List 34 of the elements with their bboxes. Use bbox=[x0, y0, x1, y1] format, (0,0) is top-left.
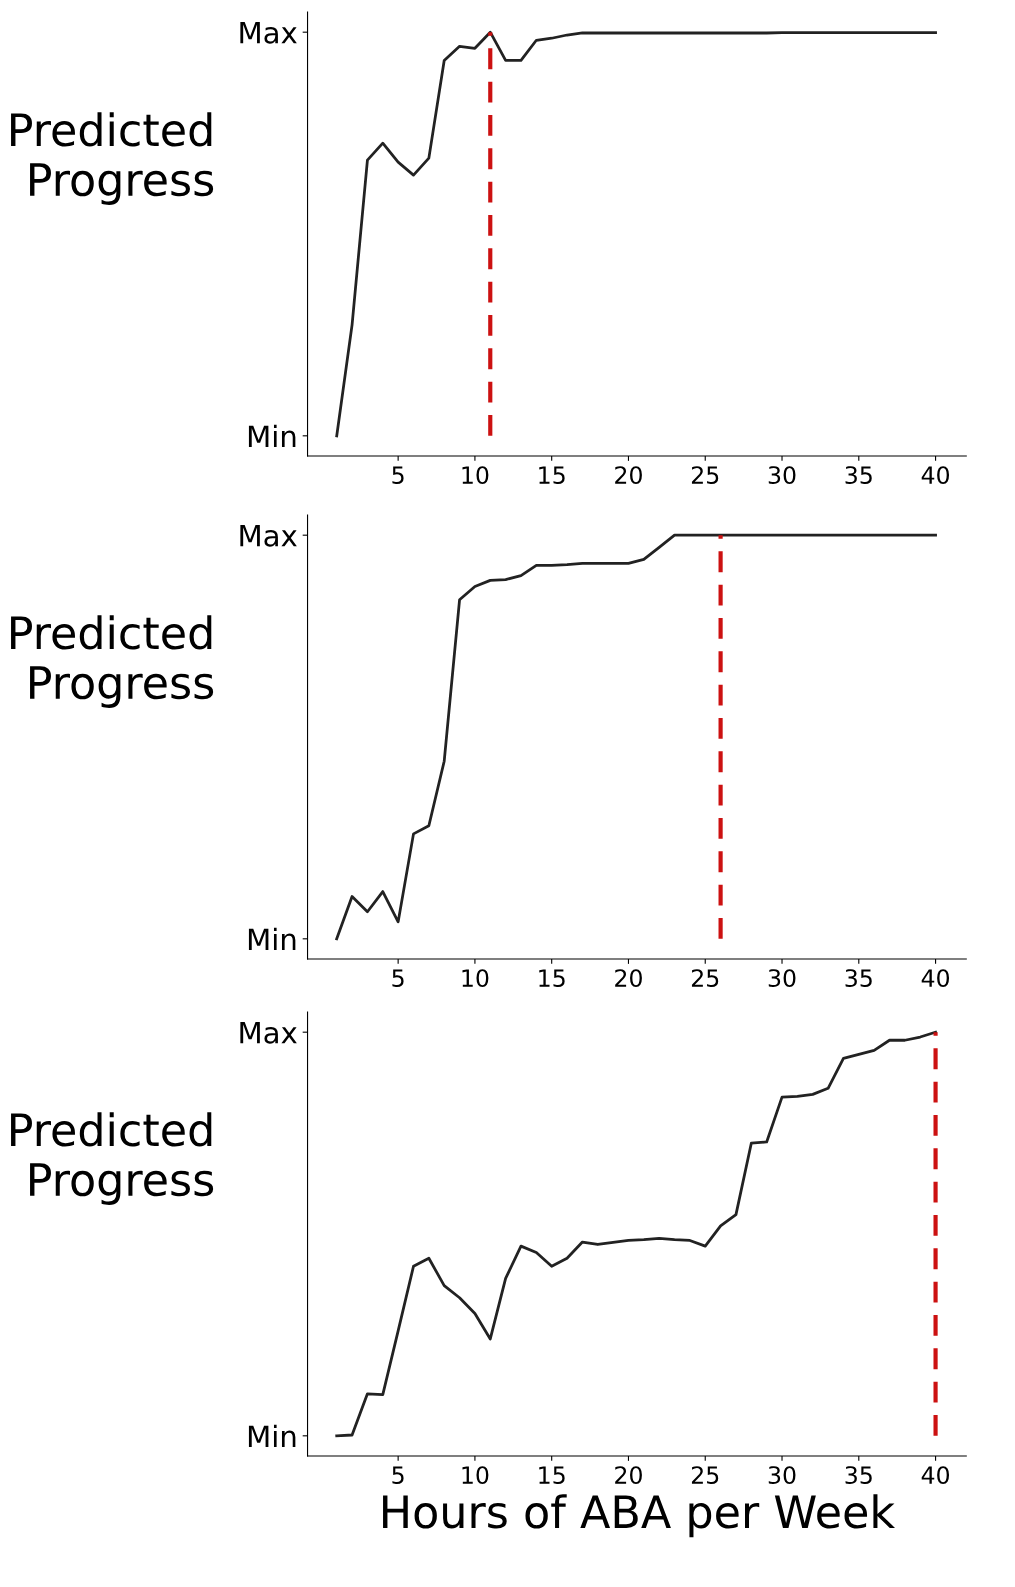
x-tick-label: 35 bbox=[845, 1466, 872, 1484]
text: Max bbox=[240, 22, 297, 44]
text: Min bbox=[248, 424, 296, 447]
text: Min bbox=[248, 927, 296, 950]
x-tick-label: 10 bbox=[462, 969, 489, 987]
x-tick-label: 30 bbox=[768, 969, 796, 987]
x-tick-label: 15 bbox=[539, 1466, 565, 1484]
x-tick-label: 40 bbox=[921, 1466, 950, 1484]
x-tick-label: 5 bbox=[392, 466, 404, 484]
x-tick-label: 20 bbox=[615, 1466, 642, 1484]
x-tick-label: 35 bbox=[845, 466, 872, 484]
x-axis-title: Hours of ABA per Week bbox=[383, 1494, 896, 1538]
x-tick-label: 30 bbox=[768, 1466, 796, 1484]
x-tick-label: 20 bbox=[615, 466, 642, 484]
x-tick-label: 30 bbox=[768, 466, 796, 484]
x-tick-label: 35 bbox=[845, 969, 872, 987]
x-tick-label: 15 bbox=[539, 466, 565, 484]
text: Min bbox=[248, 1424, 296, 1447]
x-tick-label: 40 bbox=[921, 969, 950, 987]
y-axis-title: Predicted Progress bbox=[11, 615, 214, 708]
text: Max bbox=[240, 1022, 297, 1044]
x-tick-label: 15 bbox=[539, 969, 565, 987]
x-tick-label: 20 bbox=[615, 969, 642, 987]
x-tick-label: 40 bbox=[921, 466, 950, 484]
text: Max bbox=[240, 525, 297, 547]
x-tick-label: 25 bbox=[691, 1466, 719, 1484]
x-tick-label: 10 bbox=[462, 466, 489, 484]
y-axis-title: Predicted Progress bbox=[11, 112, 214, 205]
x-tick-label: 25 bbox=[691, 466, 719, 484]
y-axis-title: Predicted Progress bbox=[11, 1112, 214, 1205]
x-tick-label: 5 bbox=[392, 1466, 404, 1484]
x-tick-label: 10 bbox=[462, 1466, 489, 1484]
x-tick-label: 5 bbox=[392, 969, 404, 987]
x-tick-label: 25 bbox=[691, 969, 719, 987]
